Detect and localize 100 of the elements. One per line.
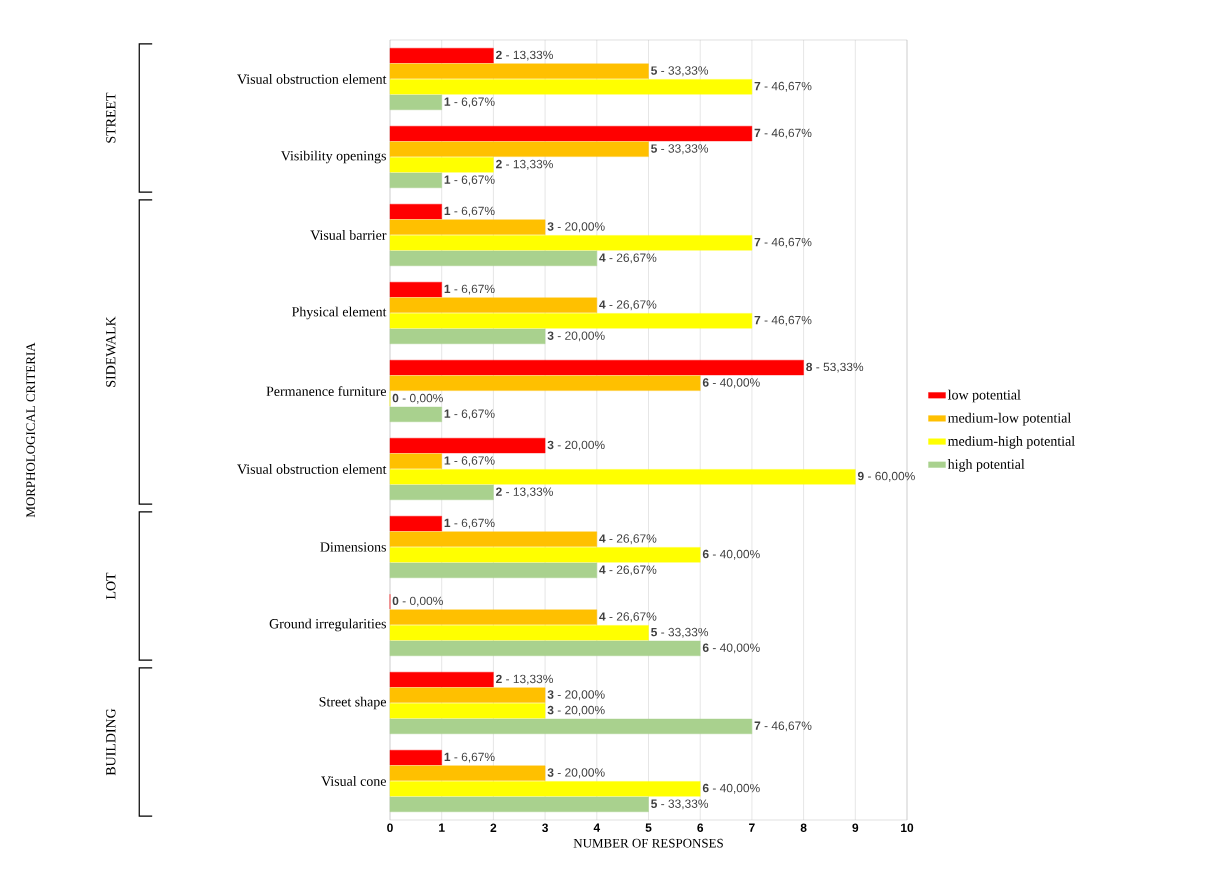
- text: MORPHOLOGICAL CRITERIA: [26, 342, 36, 518]
- bar: [389, 157, 494, 173]
- data-label: 1 - 6,67%: [444, 752, 495, 763]
- y-tick-label: Visual obstruction element: [237, 74, 387, 84]
- data-label: 7 - 46,67%: [754, 237, 812, 248]
- data-label: 0 - 0,00%: [392, 596, 443, 607]
- data-label: 6 - 40,00%: [702, 549, 760, 560]
- data-label: 1 - 6,67%: [444, 518, 495, 529]
- bar: [389, 79, 753, 95]
- bar: [389, 313, 753, 329]
- legend-label: medium-low potential: [947, 412, 1071, 426]
- legend-label: medium-high potential: [947, 435, 1075, 449]
- data-label: 3 - 20,00%: [547, 222, 605, 233]
- data-label: 1 - 6,67%: [444, 284, 495, 295]
- data-label: 4 - 26,67%: [599, 253, 657, 264]
- x-tick-label: 7: [749, 823, 755, 832]
- text: STREET: [106, 92, 116, 143]
- bar: [389, 469, 856, 485]
- bar: [389, 63, 649, 79]
- data-label: 2 - 13,33%: [496, 487, 553, 498]
- y-tick-label: Physical element: [291, 306, 387, 320]
- y-tick-label: Ground irregularities: [269, 618, 386, 632]
- bar: [389, 359, 804, 376]
- data-label: 4 - 26,67%: [599, 565, 657, 576]
- data-label: 2 - 13,33%: [496, 674, 553, 685]
- y-tick-label: Permanence furniture: [266, 386, 386, 396]
- data-label: 1 - 6,67%: [444, 206, 495, 217]
- data-label: 6 - 40,00%: [702, 783, 760, 794]
- data-label: 3 - 20,00%: [547, 331, 605, 342]
- x-tick-label: 10: [901, 823, 914, 832]
- x-tick-label: 8: [800, 823, 807, 832]
- bar: [389, 406, 442, 423]
- bar: [389, 250, 597, 267]
- x-tick-label: 1: [439, 823, 445, 832]
- data-label: 4 - 26,67%: [599, 534, 657, 545]
- bar: [389, 562, 597, 579]
- bar: [389, 781, 701, 797]
- bar: [389, 141, 649, 157]
- bar: [389, 125, 753, 142]
- bar: [389, 516, 442, 532]
- data-label: 4 - 26,67%: [599, 612, 657, 623]
- data-label: 2 - 13,33%: [496, 50, 553, 61]
- bar: [389, 625, 649, 641]
- bar: [389, 94, 442, 111]
- x-tick-label: 4: [593, 823, 601, 832]
- text: SIDEWALK: [106, 316, 116, 387]
- text: LOT: [106, 572, 116, 600]
- data-label: 8 - 53,33%: [806, 362, 864, 373]
- bar: [389, 531, 597, 547]
- data-label: 1 - 6,67%: [444, 97, 495, 108]
- y-tick-label: Visual cone: [321, 776, 386, 786]
- data-label: 7 - 46,67%: [754, 315, 812, 326]
- bar: [389, 703, 546, 719]
- bar: [389, 235, 753, 251]
- data-label: 3 - 20,00%: [547, 440, 605, 451]
- data-label: 1 - 6,67%: [444, 409, 495, 420]
- data-label: 5 - 33,33%: [651, 144, 709, 155]
- bar: [389, 796, 649, 813]
- bar: [389, 718, 753, 735]
- legend-label: low potential: [947, 389, 1021, 403]
- bar: [389, 547, 701, 563]
- bar: [389, 375, 701, 391]
- data-label: 2 - 13,33%: [496, 159, 553, 170]
- bar: [389, 609, 597, 625]
- data-label: 5 - 33,33%: [651, 627, 709, 638]
- data-label: 3 - 20,00%: [547, 705, 605, 716]
- bar: [389, 297, 597, 313]
- y-tick-label: Visual obstruction element: [237, 464, 387, 474]
- bar: [389, 172, 442, 189]
- x-tick-label: 0: [387, 823, 393, 832]
- x-tick-label: 5: [645, 823, 652, 832]
- data-label: 0 - 0,00%: [392, 393, 443, 404]
- legend-label: high potential: [947, 459, 1025, 472]
- bar: [389, 640, 701, 657]
- bar: [389, 203, 442, 220]
- bar: [389, 687, 546, 703]
- data-label: 9 - 60,00%: [857, 471, 915, 482]
- x-tick-label: 3: [542, 823, 548, 833]
- y-tick-label: Street shape: [319, 696, 386, 710]
- data-label: 5 - 33,33%: [651, 66, 709, 77]
- data-label: 7 - 46,67%: [754, 721, 812, 732]
- text: BUILDING: [106, 708, 116, 776]
- x-tick-label: 2: [490, 823, 497, 832]
- data-label: 7 - 46,67%: [754, 128, 812, 139]
- y-tick-label: Dimensions: [320, 542, 386, 552]
- bar: [389, 484, 494, 501]
- bar: [389, 437, 546, 454]
- data-label: 3 - 20,00%: [547, 768, 605, 779]
- bar: [389, 328, 546, 345]
- data-label: 3 - 20,00%: [547, 690, 605, 701]
- bar: [389, 765, 546, 781]
- y-tick-label: Visual barrier: [310, 230, 387, 240]
- data-label: 1 - 6,67%: [444, 456, 495, 467]
- bar: [389, 47, 494, 64]
- data-label: 6 - 40,00%: [702, 643, 760, 654]
- x-axis-title: NUMBER OF RESPONSES: [573, 838, 723, 848]
- bar: [389, 453, 442, 469]
- bar: [389, 672, 494, 688]
- x-tick-label: 9: [852, 823, 859, 832]
- data-label: 4 - 26,67%: [599, 300, 657, 311]
